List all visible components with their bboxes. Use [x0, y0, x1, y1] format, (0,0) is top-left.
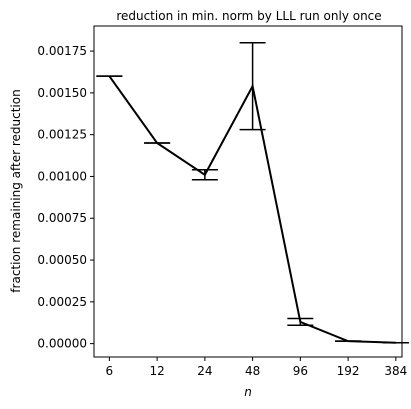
x-tick-label: 12 [149, 364, 164, 378]
x-axis-label: n [244, 385, 252, 399]
x-tick-label: 96 [293, 364, 308, 378]
y-tick-label: 0.00025 [37, 295, 87, 309]
y-tick-label: 0.00100 [37, 169, 87, 183]
y-tick-label: 0.00150 [37, 86, 87, 100]
y-tick-label: 0.00000 [37, 337, 87, 351]
x-tick-label: 384 [384, 364, 407, 378]
chart-title: reduction in min. norm by LLL run only o… [116, 9, 381, 23]
x-tick-label: 24 [197, 364, 212, 378]
y-tick-label: 0.00125 [37, 128, 87, 142]
y-tick-label: 0.00050 [37, 253, 87, 267]
y-axis-label: fraction remaining after reduction [9, 89, 23, 292]
x-tick-label: 192 [337, 364, 360, 378]
plot-area: 6 12 24 48 96 192 384 0.00000 0.00025 0.00050 0.00… [37, 41, 409, 378]
plot-frame [93, 25, 403, 358]
y-tick-label: 0.00075 [37, 211, 87, 225]
y-tick-label: 0.00175 [37, 44, 87, 58]
x-tick-label: 48 [245, 364, 260, 378]
x-tick-label: 6 [106, 364, 114, 378]
